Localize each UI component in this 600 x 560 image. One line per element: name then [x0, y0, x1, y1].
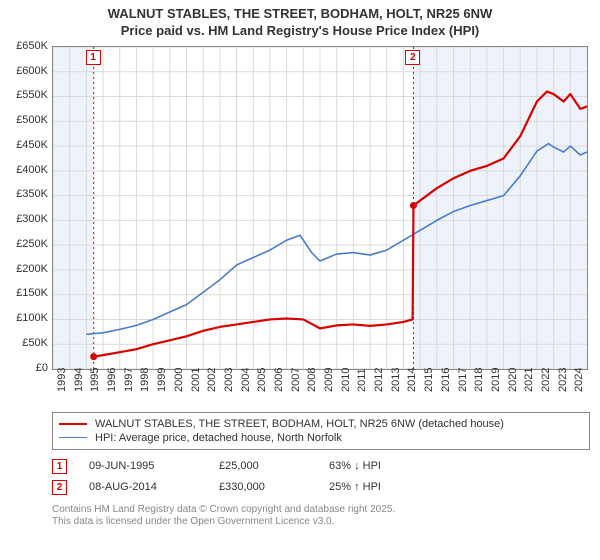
x-tick-label: 2024 — [573, 367, 585, 391]
event-date: 08-AUG-2014 — [89, 481, 219, 493]
event-marker: 1 — [52, 459, 67, 474]
x-tick-label: 1996 — [106, 367, 118, 391]
chart-marker: 2 — [405, 50, 420, 65]
event-row: 1 09-JUN-1995£25,00063% ↓ HPI — [52, 456, 590, 477]
y-tick-label: £100K — [16, 312, 48, 324]
x-tick-label: 2011 — [356, 368, 368, 392]
x-tick-label: 1995 — [89, 367, 101, 391]
event-price: £330,000 — [219, 481, 329, 493]
x-tick-label: 2023 — [557, 367, 569, 391]
y-tick-label: £300K — [16, 213, 48, 225]
x-tick-label: 2015 — [423, 367, 435, 391]
x-tick-label: 2004 — [240, 367, 252, 391]
x-tick-label: 2000 — [173, 367, 185, 391]
footer-line2: This data is licensed under the Open Gov… — [52, 516, 590, 529]
x-tick-label: 1994 — [73, 367, 85, 391]
x-tick-label: 1997 — [123, 367, 135, 391]
legend-swatch — [59, 423, 87, 425]
event-date: 09-JUN-1995 — [89, 460, 219, 472]
y-tick-label: £0 — [36, 362, 48, 374]
title-line2: Price paid vs. HM Land Registry's House … — [0, 23, 600, 40]
sale-point — [410, 202, 417, 209]
x-tick-label: 1993 — [56, 367, 68, 391]
x-tick-label: 1999 — [156, 367, 168, 391]
x-tick-label: 2002 — [206, 367, 218, 391]
x-tick-label: 2021 — [523, 367, 535, 391]
x-tick-label: 2013 — [390, 367, 402, 391]
chart-area: £0 £50K £100K £150K £200K £250K £300K £350K £400… — [6, 46, 594, 408]
event-pct-vs-hpi: 63% ↓ HPI — [329, 460, 381, 472]
legend-label: HPI: Average price, detached house, Nort… — [95, 432, 342, 444]
event-row: 2 08-AUG-2014£330,00025% ↑ HPI — [52, 477, 590, 498]
footer-line1: Contains HM Land Registry data © Crown c… — [52, 504, 590, 517]
y-axis: £0£50K£100K£150K£200K£250K£300K£350K£400… — [6, 46, 52, 368]
x-tick-label: 2014 — [406, 367, 418, 391]
x-tick-label: 2010 — [340, 367, 352, 391]
sale-events: 1 09-JUN-1995£25,00063% ↓ HPI 2 08-AUG-2014… — [52, 456, 590, 498]
event-marker: 2 — [52, 480, 67, 495]
y-tick-label: £150K — [16, 287, 48, 299]
y-tick-label: £650K — [16, 40, 48, 52]
x-tick-label: 2009 — [323, 367, 335, 391]
x-axis: 1993 1994 1995 1996 1997 1998 1999 2000 2001 2002… — [52, 370, 586, 406]
legend-item: HPI: Average price, detached house, Nort… — [59, 431, 583, 445]
x-tick-label: 2012 — [373, 367, 385, 391]
title-line1: WALNUT STABLES, THE STREET, BODHAM, HOLT… — [0, 6, 600, 23]
x-tick-label: 2005 — [256, 367, 268, 391]
y-tick-label: £550K — [16, 89, 48, 101]
x-tick-label: 2007 — [290, 367, 302, 391]
x-tick-label: 2018 — [473, 367, 485, 391]
x-tick-label: 1998 — [139, 367, 151, 391]
plot-region — [52, 46, 588, 370]
event-pct-vs-hpi: 25% ↑ HPI — [329, 481, 381, 493]
legend-swatch — [59, 437, 87, 438]
legend-label: WALNUT STABLES, THE STREET, BODHAM, HOLT… — [95, 418, 504, 430]
event-price: £25,000 — [219, 460, 329, 472]
footer-attribution: Contains HM Land Registry data © Crown c… — [52, 504, 590, 529]
y-tick-label: £600K — [16, 65, 48, 77]
x-tick-label: 2016 — [440, 367, 452, 391]
x-tick-label: 2001 — [190, 367, 202, 391]
y-tick-label: £50K — [22, 337, 48, 349]
sale-point — [90, 353, 97, 360]
legend-item: WALNUT STABLES, THE STREET, BODHAM, HOLT… — [59, 417, 583, 431]
x-tick-label: 2017 — [457, 367, 469, 391]
chart-marker: 1 — [86, 50, 101, 65]
x-tick-label: 2020 — [507, 367, 519, 391]
y-tick-label: £500K — [16, 114, 48, 126]
y-tick-label: £450K — [16, 139, 48, 151]
y-tick-label: £200K — [16, 263, 48, 275]
y-tick-label: £350K — [16, 188, 48, 200]
x-tick-label: 2008 — [306, 367, 318, 391]
x-tick-label: 2022 — [540, 367, 552, 391]
chart-title: WALNUT STABLES, THE STREET, BODHAM, HOLT… — [0, 0, 600, 40]
x-tick-label: 2003 — [223, 367, 235, 391]
y-tick-label: £250K — [16, 238, 48, 250]
y-tick-label: £400K — [16, 164, 48, 176]
x-tick-label: 2019 — [490, 367, 502, 391]
legend: WALNUT STABLES, THE STREET, BODHAM, HOLT… — [52, 412, 590, 450]
x-tick-label: 2006 — [273, 367, 285, 391]
